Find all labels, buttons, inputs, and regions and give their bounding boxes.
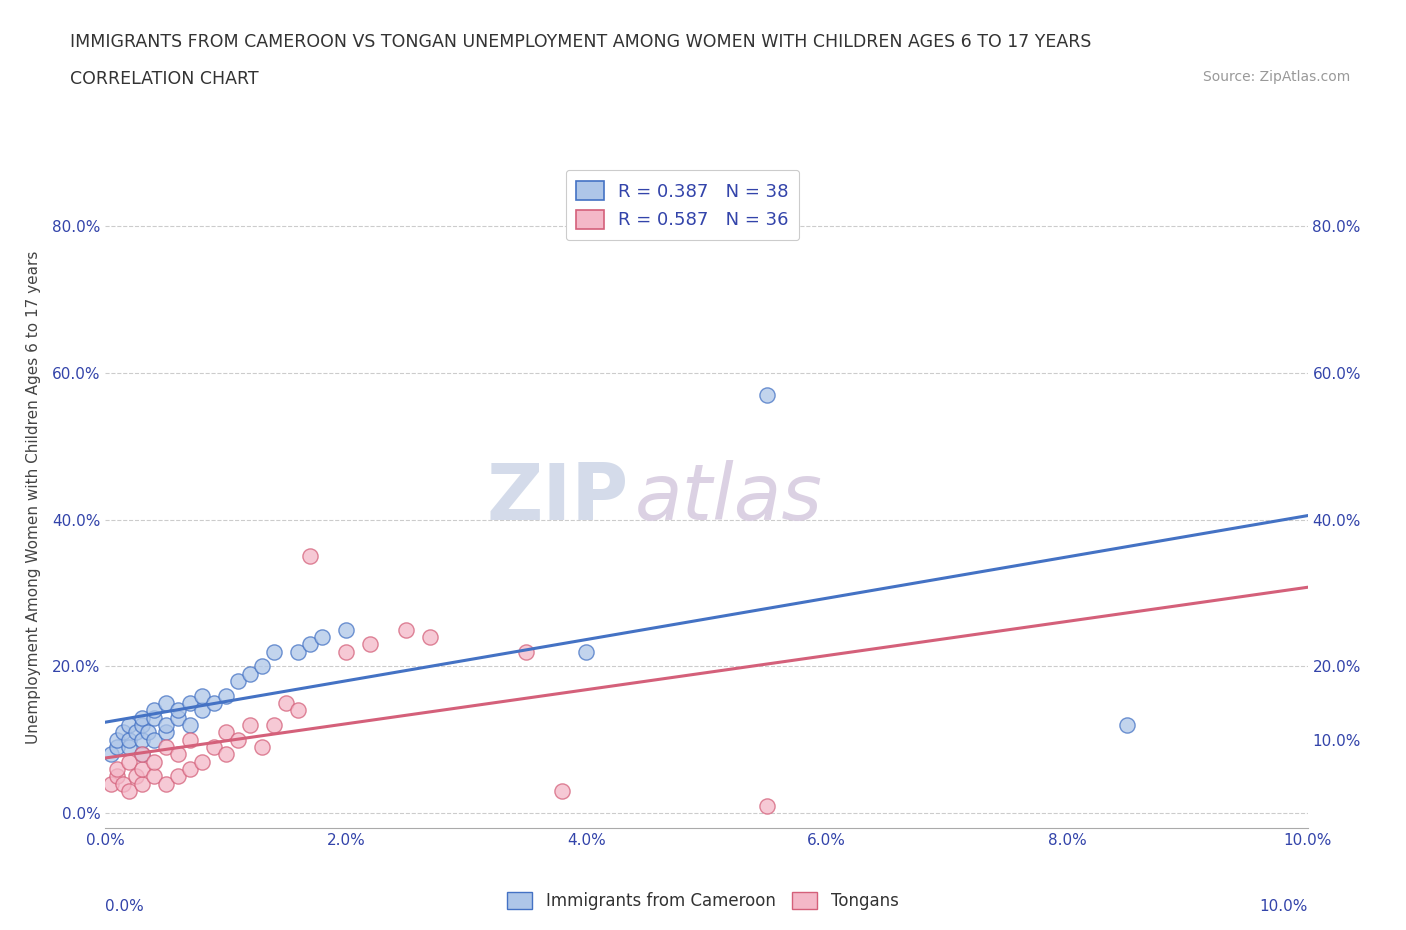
Point — [142, 769, 165, 784]
Point — [551, 784, 574, 799]
Point — [287, 644, 309, 659]
Point — [155, 724, 177, 739]
Point — [179, 762, 201, 777]
Point — [179, 732, 201, 747]
Point — [166, 711, 188, 725]
Legend: R = 0.387   N = 38, R = 0.587   N = 36: R = 0.387 N = 38, R = 0.587 N = 36 — [565, 170, 800, 240]
Point — [131, 777, 153, 791]
Point — [311, 630, 333, 644]
Point — [226, 673, 249, 688]
Point — [131, 718, 153, 733]
Point — [131, 747, 153, 762]
Point — [419, 630, 441, 644]
Point — [359, 637, 381, 652]
Point — [263, 718, 285, 733]
Point — [124, 724, 146, 739]
Point — [1116, 718, 1139, 733]
Point — [107, 769, 129, 784]
Point — [131, 762, 153, 777]
Point — [118, 732, 141, 747]
Point — [274, 696, 297, 711]
Point — [239, 666, 262, 681]
Point — [263, 644, 285, 659]
Point — [214, 688, 236, 703]
Point — [124, 769, 146, 784]
Point — [155, 739, 177, 754]
Point — [118, 718, 141, 733]
Point — [131, 732, 153, 747]
Point — [250, 739, 273, 754]
Point — [395, 622, 418, 637]
Point — [166, 703, 188, 718]
Point — [214, 724, 236, 739]
Point — [202, 739, 225, 754]
Text: Source: ZipAtlas.com: Source: ZipAtlas.com — [1202, 70, 1350, 84]
Text: IMMIGRANTS FROM CAMEROON VS TONGAN UNEMPLOYMENT AMONG WOMEN WITH CHILDREN AGES 6: IMMIGRANTS FROM CAMEROON VS TONGAN UNEMP… — [70, 33, 1091, 50]
Point — [190, 703, 212, 718]
Legend: Immigrants from Cameroon, Tongans: Immigrants from Cameroon, Tongans — [501, 885, 905, 917]
Text: atlas: atlas — [634, 459, 823, 536]
Point — [100, 747, 122, 762]
Point — [142, 711, 165, 725]
Point — [155, 696, 177, 711]
Point — [298, 549, 321, 564]
Point — [155, 718, 177, 733]
Point — [335, 644, 357, 659]
Point — [136, 724, 159, 739]
Point — [335, 622, 357, 637]
Point — [107, 739, 129, 754]
Point — [142, 703, 165, 718]
Point — [112, 724, 135, 739]
Point — [107, 732, 129, 747]
Point — [755, 798, 778, 813]
Text: ZIP: ZIP — [486, 459, 628, 536]
Point — [118, 739, 141, 754]
Text: 10.0%: 10.0% — [1260, 899, 1308, 914]
Point — [118, 784, 141, 799]
Point — [118, 754, 141, 769]
Point — [179, 718, 201, 733]
Point — [131, 711, 153, 725]
Point — [142, 754, 165, 769]
Point — [155, 777, 177, 791]
Point — [166, 747, 188, 762]
Point — [239, 718, 262, 733]
Point — [190, 688, 212, 703]
Point — [250, 658, 273, 673]
Point — [575, 644, 598, 659]
Point — [107, 762, 129, 777]
Point — [166, 769, 188, 784]
Point — [515, 644, 537, 659]
Point — [112, 777, 135, 791]
Text: 0.0%: 0.0% — [105, 899, 145, 914]
Y-axis label: Unemployment Among Women with Children Ages 6 to 17 years: Unemployment Among Women with Children A… — [25, 251, 41, 744]
Point — [142, 732, 165, 747]
Point — [226, 732, 249, 747]
Point — [202, 696, 225, 711]
Point — [131, 747, 153, 762]
Point — [287, 703, 309, 718]
Point — [214, 747, 236, 762]
Point — [755, 388, 778, 403]
Point — [190, 754, 212, 769]
Point — [298, 637, 321, 652]
Text: CORRELATION CHART: CORRELATION CHART — [70, 70, 259, 87]
Point — [100, 777, 122, 791]
Point — [179, 696, 201, 711]
